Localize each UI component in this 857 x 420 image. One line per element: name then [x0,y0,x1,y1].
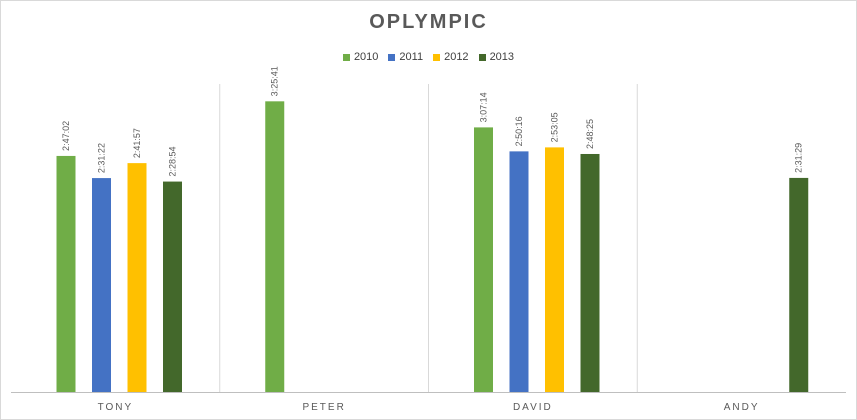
legend-swatch [478,53,486,61]
legend-item-2010: 2010 [342,51,379,63]
bar-tony-2011 [92,178,111,392]
data-label: 2:50:16 [514,116,524,146]
bar-tony-2012 [127,163,147,392]
data-label: 3:25:41 [270,66,280,96]
legend: 2010 2011 2012 2013 [1,51,856,63]
bar-david-2011 [509,151,529,392]
bar-peter-2010 [265,101,285,392]
category-label-david: DAVID [513,402,553,413]
data-label: 2:31:22 [97,143,107,173]
legend-label: 2010 [353,51,379,63]
bar-tony-2013 [163,181,182,392]
bar-andy-2013 [789,177,809,392]
bar-david-2010 [474,127,493,392]
legend-swatch [342,53,350,61]
category-label-andy: ANDY [724,402,760,413]
legend-item-2013: 2013 [478,51,515,63]
data-label: 2:53:05 [550,112,560,142]
legend-swatch [388,53,396,61]
legend-item-2011: 2011 [388,51,423,63]
legend-item-2012: 2012 [433,51,469,63]
data-label: 2:28:54 [168,147,178,177]
data-label: 2:41:57 [132,128,142,158]
bar-david-2013 [580,153,600,392]
category-label-peter: PETER [302,402,345,413]
data-label: 2:48:25 [585,119,595,149]
legend-label: 2013 [489,51,515,63]
legend-label: 2012 [444,51,469,63]
data-label: 2:47:02 [61,121,71,151]
bar-david-2012 [545,147,564,392]
data-label: 3:07:14 [479,92,489,122]
data-label: 2:31:29 [794,143,804,173]
legend-swatch [433,53,441,61]
bar-tony-2010 [56,155,76,392]
chart-title: OPLYMPIC [369,11,488,33]
legend-label: 2011 [399,51,424,63]
category-label-tony: TONY [98,402,134,413]
